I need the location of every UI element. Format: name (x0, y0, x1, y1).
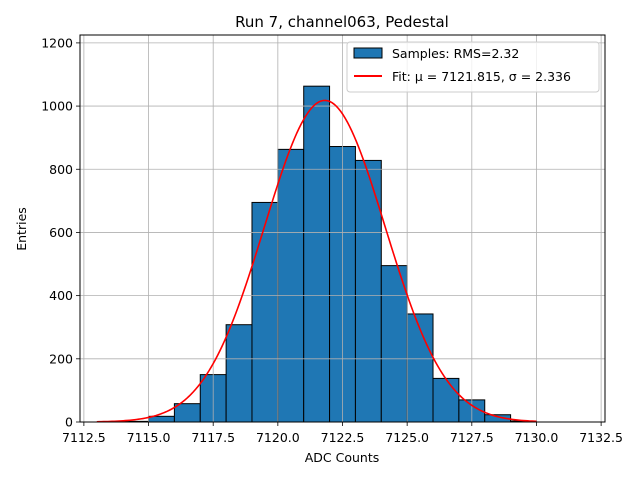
x-tick-label: 7120.0 (256, 430, 300, 445)
x-tick-label: 7130.0 (515, 430, 559, 445)
x-tick-label: 7117.5 (191, 430, 235, 445)
legend-swatch-samples (353, 47, 383, 59)
x-tick-label: 7127.5 (450, 430, 494, 445)
x-tick-label: 7125.0 (385, 430, 429, 445)
histogram-bar (303, 85, 331, 423)
fit-curve (96, 99, 537, 423)
y-tick-label: 200 (49, 351, 73, 366)
x-axis: 7112.5 7115.0 7117.5 7120.0 7122.5 7125.0 7127… (62, 422, 623, 445)
legend-label-samples: Samples: RMS=2.32 (392, 46, 519, 61)
y-tick-label: 800 (49, 162, 73, 177)
y-tick-label: 1200 (41, 35, 73, 50)
histogram-bar (225, 324, 253, 423)
histogram-bar (251, 201, 279, 423)
legend: Samples: RMS=2.32 Fit: μ = 7121.815, σ =… (346, 41, 600, 93)
y-tick-label: 400 (49, 288, 73, 303)
chart-title: Run 7, channel063, Pedestal (235, 13, 449, 31)
y-tick-label: 600 (49, 225, 73, 240)
histogram-bar (380, 265, 408, 423)
histogram-bar (432, 377, 460, 423)
fit-curve-group (96, 99, 537, 423)
y-tick-label: 1000 (41, 99, 73, 114)
histogram-bar (406, 313, 434, 423)
x-tick-label: 7132.5 (579, 430, 623, 445)
y-axis-title: Entries (14, 207, 29, 251)
legend-label-fit: Fit: μ = 7121.815, σ = 2.336 (392, 69, 571, 84)
histogram-bar (173, 403, 201, 423)
x-axis-title: ADC Counts (305, 450, 380, 465)
x-tick-label: 7115.0 (127, 430, 171, 445)
x-tick-label: 7112.5 (62, 430, 106, 445)
y-axis: 0 200 400 600 800 1000 1200 (41, 35, 80, 430)
histogram-bar (277, 148, 305, 423)
legend-box (346, 41, 600, 93)
y-tick-label: 0 (65, 415, 73, 430)
x-tick-label: 7122.5 (321, 430, 365, 445)
